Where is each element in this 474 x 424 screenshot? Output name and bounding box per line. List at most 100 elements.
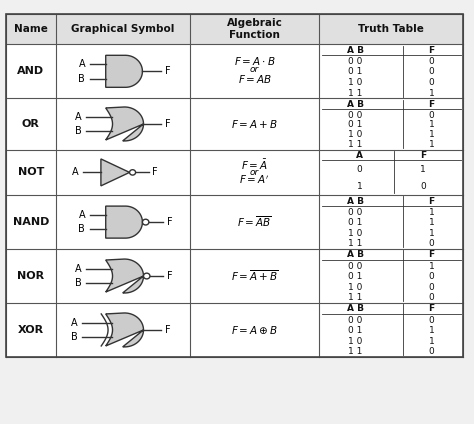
Circle shape bbox=[129, 170, 136, 175]
Text: 0: 0 bbox=[428, 78, 435, 87]
Text: F: F bbox=[152, 167, 158, 177]
Text: 0 0: 0 0 bbox=[348, 315, 363, 324]
Text: B: B bbox=[71, 332, 78, 342]
Text: 1: 1 bbox=[428, 229, 435, 238]
Text: NAND: NAND bbox=[13, 217, 49, 227]
Text: or: or bbox=[250, 65, 259, 74]
Text: $F = A \oplus B$: $F = A \oplus B$ bbox=[231, 324, 278, 336]
Text: 0 0: 0 0 bbox=[348, 111, 363, 120]
Text: $F = A + B$: $F = A + B$ bbox=[231, 118, 278, 130]
Text: 1: 1 bbox=[357, 182, 363, 191]
Text: B: B bbox=[78, 73, 85, 84]
Text: 0: 0 bbox=[428, 111, 435, 120]
Text: 1: 1 bbox=[428, 262, 435, 271]
Text: F: F bbox=[428, 100, 435, 109]
Text: A: A bbox=[75, 112, 82, 122]
Text: 1: 1 bbox=[428, 130, 435, 139]
Text: A B: A B bbox=[347, 197, 364, 206]
Text: 0: 0 bbox=[428, 283, 435, 292]
Bar bbox=[6, 14, 463, 45]
Text: F: F bbox=[166, 217, 172, 227]
Text: 0 1: 0 1 bbox=[348, 120, 363, 129]
Text: 1: 1 bbox=[428, 140, 435, 149]
Text: 1: 1 bbox=[428, 120, 435, 129]
Text: 0 0: 0 0 bbox=[348, 262, 363, 271]
Text: F: F bbox=[165, 66, 171, 76]
Text: A: A bbox=[79, 59, 85, 69]
Text: B: B bbox=[75, 278, 82, 288]
Text: 1 1: 1 1 bbox=[348, 293, 363, 302]
Text: 0 1: 0 1 bbox=[348, 67, 363, 76]
Text: A: A bbox=[72, 167, 78, 177]
Text: 1 1: 1 1 bbox=[348, 239, 363, 248]
Text: 1: 1 bbox=[428, 208, 435, 217]
Text: Name: Name bbox=[14, 24, 48, 34]
Text: 1 0: 1 0 bbox=[348, 229, 363, 238]
Text: A: A bbox=[79, 210, 85, 220]
Text: 1 1: 1 1 bbox=[348, 347, 363, 356]
Text: 1 0: 1 0 bbox=[348, 337, 363, 346]
Text: F: F bbox=[428, 304, 435, 313]
Text: A B: A B bbox=[347, 251, 364, 259]
Text: 0 0: 0 0 bbox=[348, 208, 363, 217]
Text: 1 0: 1 0 bbox=[348, 283, 363, 292]
Text: F: F bbox=[428, 251, 435, 259]
Text: F: F bbox=[165, 325, 171, 335]
Bar bbox=[6, 14, 463, 357]
Text: A B: A B bbox=[347, 304, 364, 313]
Text: 0: 0 bbox=[428, 272, 435, 281]
Text: 1: 1 bbox=[428, 218, 435, 227]
Text: F: F bbox=[165, 119, 171, 129]
Text: $F = \overline{AB}$: $F = \overline{AB}$ bbox=[237, 215, 272, 229]
Text: Graphical Symbol: Graphical Symbol bbox=[71, 24, 174, 34]
Text: NOR: NOR bbox=[17, 271, 45, 281]
Text: 0: 0 bbox=[357, 165, 363, 174]
Polygon shape bbox=[106, 206, 142, 238]
Text: B: B bbox=[78, 224, 85, 234]
Text: 1: 1 bbox=[420, 165, 426, 174]
Text: 1: 1 bbox=[428, 326, 435, 335]
Text: B: B bbox=[75, 126, 82, 136]
Text: A B: A B bbox=[347, 100, 364, 109]
Text: 0 1: 0 1 bbox=[348, 272, 363, 281]
Circle shape bbox=[142, 219, 149, 225]
Text: 0: 0 bbox=[420, 182, 426, 191]
Text: A B: A B bbox=[347, 46, 364, 55]
Text: $F = A \cdot B$: $F = A \cdot B$ bbox=[234, 55, 275, 67]
Text: 1: 1 bbox=[428, 89, 435, 98]
Text: 0: 0 bbox=[428, 67, 435, 76]
Text: $F = AB$: $F = AB$ bbox=[237, 73, 272, 85]
Text: Truth Table: Truth Table bbox=[358, 24, 424, 34]
Text: 1 1: 1 1 bbox=[348, 140, 363, 149]
Polygon shape bbox=[106, 313, 144, 347]
Polygon shape bbox=[101, 159, 129, 186]
Polygon shape bbox=[106, 259, 144, 293]
Text: A: A bbox=[72, 318, 78, 328]
Text: $F = A'$: $F = A'$ bbox=[239, 174, 270, 186]
Text: 0 1: 0 1 bbox=[348, 326, 363, 335]
Text: or: or bbox=[250, 168, 259, 177]
Text: XOR: XOR bbox=[18, 325, 44, 335]
Text: F: F bbox=[166, 271, 172, 281]
Text: 0 0: 0 0 bbox=[348, 57, 363, 66]
Text: 1 1: 1 1 bbox=[348, 89, 363, 98]
Text: 0 1: 0 1 bbox=[348, 218, 363, 227]
Text: 0: 0 bbox=[428, 239, 435, 248]
Text: 0: 0 bbox=[428, 315, 435, 324]
Text: F: F bbox=[428, 46, 435, 55]
Text: F: F bbox=[428, 197, 435, 206]
Text: 1 0: 1 0 bbox=[348, 130, 363, 139]
Text: NOT: NOT bbox=[18, 167, 44, 177]
Bar bbox=[6, 14, 463, 357]
Text: Algebraic
Function: Algebraic Function bbox=[227, 18, 283, 40]
Text: OR: OR bbox=[22, 119, 40, 129]
Circle shape bbox=[144, 273, 150, 279]
Text: 0: 0 bbox=[428, 57, 435, 66]
Text: A: A bbox=[356, 151, 363, 160]
Text: 1 0: 1 0 bbox=[348, 78, 363, 87]
Text: F: F bbox=[420, 151, 426, 160]
Text: 0: 0 bbox=[428, 347, 435, 356]
Text: $F = \overline{A + B}$: $F = \overline{A + B}$ bbox=[231, 269, 279, 283]
Polygon shape bbox=[106, 107, 144, 141]
Text: $F = \bar{A}$: $F = \bar{A}$ bbox=[241, 158, 268, 172]
